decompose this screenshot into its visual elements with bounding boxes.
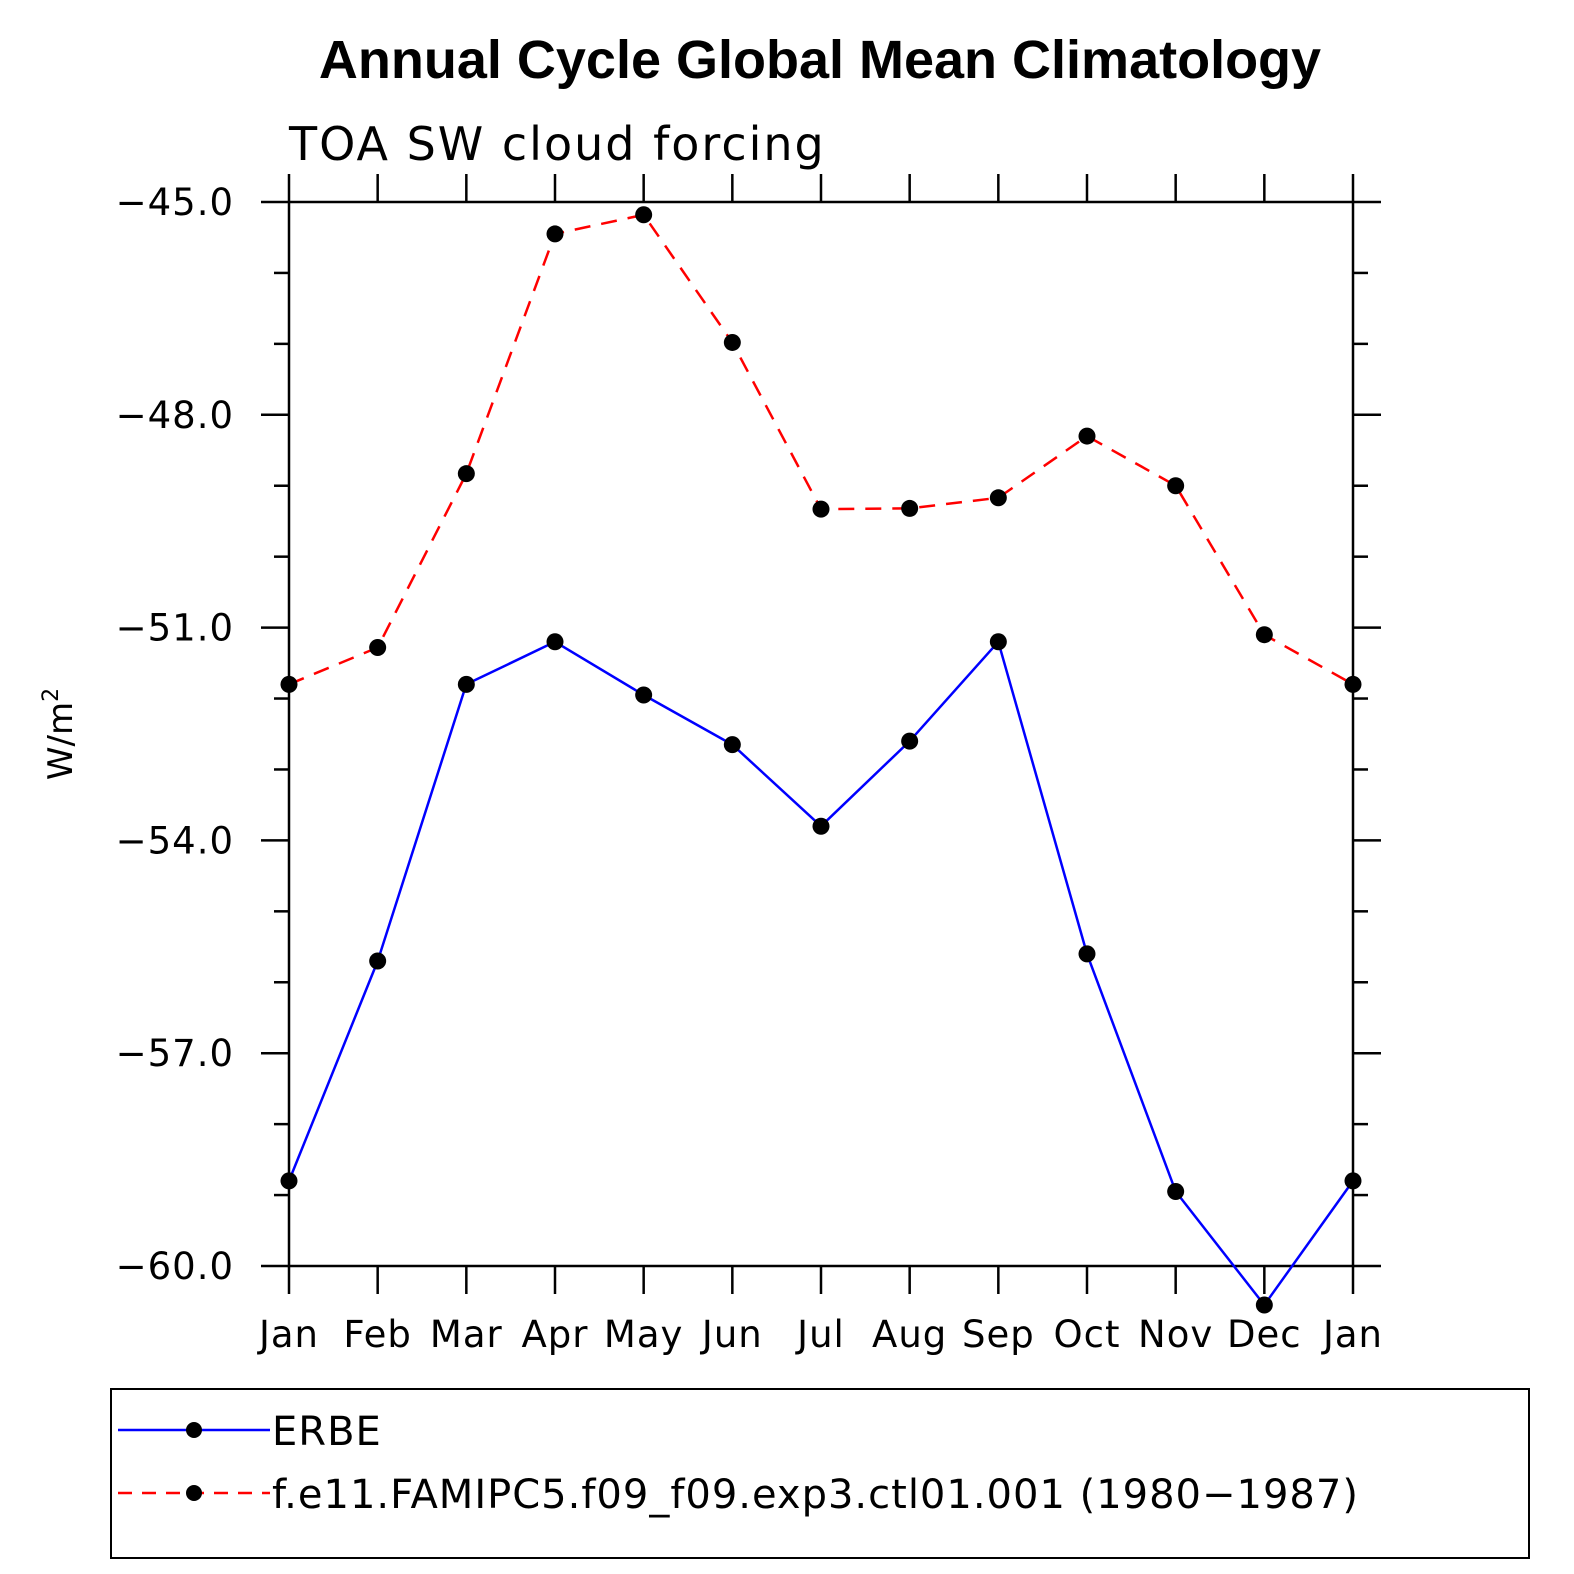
data-point-series-1 — [901, 499, 919, 517]
x-tick-label: Oct — [1054, 1313, 1121, 1356]
x-tick-label: Jan — [257, 1313, 319, 1356]
data-point-series-1 — [280, 675, 298, 693]
data-point-series-1 — [723, 333, 741, 351]
y-tick-label: −57.0 — [116, 1032, 234, 1075]
x-tick-label: Jun — [700, 1313, 763, 1356]
x-tick-label: Feb — [343, 1313, 412, 1356]
y-axis-label-text: W/m — [41, 702, 81, 780]
data-point-series-0 — [989, 633, 1007, 651]
data-point-series-0 — [369, 952, 387, 970]
data-point-series-0 — [546, 633, 564, 651]
data-point-series-1 — [1344, 675, 1362, 693]
data-point-series-1 — [457, 465, 475, 483]
data-point-series-0 — [1344, 1172, 1362, 1190]
plot-frame — [287, 200, 1355, 1268]
y-tick-label: −45.0 — [116, 181, 234, 224]
data-point-series-1 — [989, 489, 1007, 507]
data-point-series-1 — [1255, 626, 1273, 644]
data-point-series-1 — [369, 638, 387, 656]
x-axis-tick-labels: Jan Feb Mar Apr May Jun Jul Aug Sep Oct Nov Dec Jan — [257, 1313, 1383, 1356]
legend-model-label: f.e11.FAMIPC5.f09_f09.exp3.ctl01.001 (19… — [272, 1472, 1359, 1518]
y-axis-tick-labels: −60.0 −57.0 −54.0 −51.0 −48.0 −45.0 — [116, 181, 234, 1288]
data-point-series-0 — [901, 732, 919, 750]
legend-box — [110, 1388, 1530, 1559]
y-axis-ticks — [261, 200, 1381, 1268]
x-tick-label: Jul — [795, 1313, 845, 1356]
x-tick-label: Apr — [521, 1313, 588, 1356]
y-tick-label: −48.0 — [116, 394, 234, 437]
y-axis-label: W/m2 — [39, 688, 81, 780]
series-line-1 — [288, 213, 1354, 686]
data-point-series-0 — [723, 736, 741, 754]
data-point-series-0 — [1167, 1183, 1185, 1201]
x-tick-label: Aug — [872, 1313, 947, 1356]
x-tick-label: Jan — [1321, 1313, 1383, 1356]
chart-subtitle: TOA SW cloud forcing — [288, 117, 826, 171]
x-tick-label: Dec — [1227, 1313, 1302, 1356]
chart-title: Annual Cycle Global Mean Climatology — [319, 30, 1321, 90]
data-point-series-1 — [1167, 477, 1185, 495]
legend-erbe-marker — [186, 1422, 202, 1438]
data-point-series-0 — [635, 686, 653, 704]
series-lines — [287, 213, 1355, 1307]
data-point-series-0 — [1078, 945, 1096, 963]
legend: ERBE f.e11.FAMIPC5.f09_f09.exp3.ctl01.00… — [110, 1388, 1530, 1559]
y-tick-label: −54.0 — [116, 819, 234, 862]
data-point-series-1 — [546, 225, 564, 243]
series-line-0 — [287, 640, 1355, 1307]
y-tick-label: −51.0 — [116, 607, 234, 650]
legend-erbe-label: ERBE — [272, 1409, 382, 1455]
y-tick-label: −60.0 — [116, 1245, 234, 1288]
x-tick-label: Mar — [430, 1313, 503, 1356]
data-point-series-0 — [812, 817, 830, 835]
x-axis-ticks — [287, 174, 1355, 1294]
data-point-series-0 — [457, 675, 475, 693]
x-tick-label: May — [604, 1313, 684, 1356]
data-point-series-1 — [812, 500, 830, 518]
data-point-series-1 — [635, 206, 653, 224]
data-point-series-1 — [1078, 427, 1096, 445]
data-point-series-0 — [1255, 1296, 1273, 1314]
data-point-series-0 — [280, 1172, 298, 1190]
x-tick-label: Sep — [962, 1313, 1035, 1356]
svg-text:W/m2: W/m2 — [39, 688, 81, 780]
series-markers — [280, 206, 1362, 1314]
x-tick-label: Nov — [1138, 1313, 1213, 1356]
legend-model-marker — [186, 1485, 202, 1501]
y-axis-label-superscript: 2 — [39, 688, 64, 702]
